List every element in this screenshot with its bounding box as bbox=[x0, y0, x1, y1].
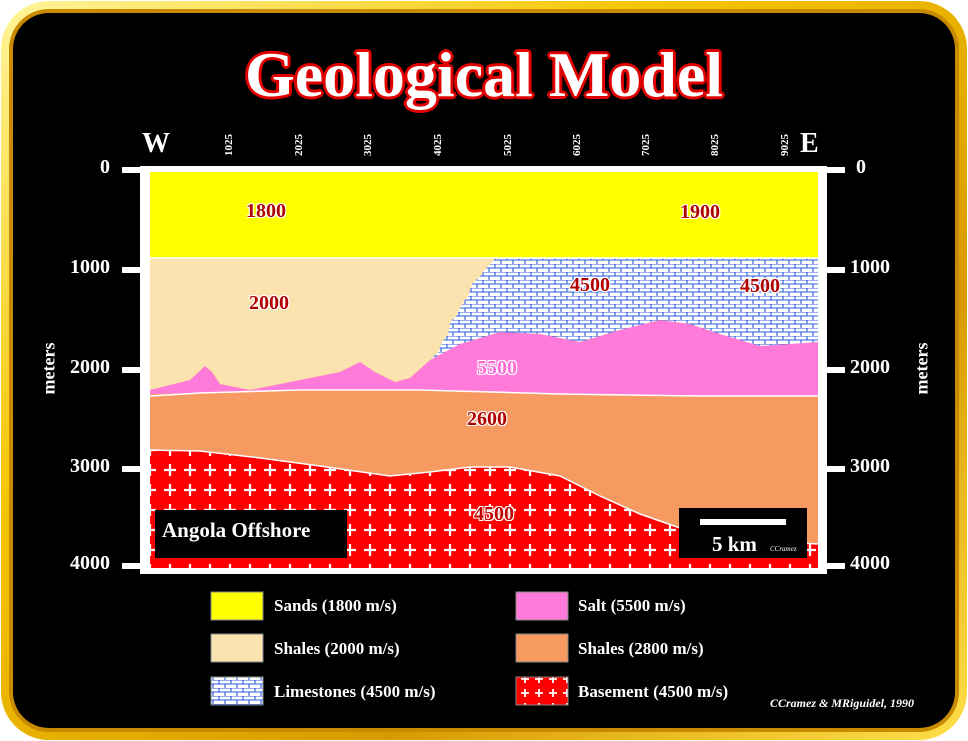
x-tick: 5025 bbox=[502, 134, 514, 156]
salt-velocity: 5500 bbox=[477, 357, 517, 379]
credit-text: CCramez & MRiguidel, 1990 bbox=[770, 696, 915, 710]
sands-velocity-east: 1900 bbox=[680, 201, 720, 223]
depth-label-left: 3000 bbox=[70, 455, 110, 477]
shales-upper-velocity: 2000 bbox=[249, 292, 289, 314]
legend-label: Limestones (4500 m/s) bbox=[274, 682, 436, 701]
location-label: Angola Offshore bbox=[162, 518, 311, 542]
depth-axis-title-right: meters bbox=[911, 342, 932, 395]
sands-layer bbox=[150, 172, 818, 258]
depth-label-right: 1000 bbox=[850, 256, 890, 278]
x-tick: 3025 bbox=[362, 134, 374, 156]
depth-label-right: 0 bbox=[856, 156, 866, 178]
legend-label: Shales (2000 m/s) bbox=[274, 639, 400, 658]
shales-upper-layer bbox=[150, 258, 496, 390]
depth-label-right: 4000 bbox=[850, 552, 890, 574]
limestone-layer bbox=[430, 258, 818, 360]
scale-label: 5 km bbox=[712, 532, 757, 556]
x-tick: 2025 bbox=[293, 134, 305, 156]
depth-label-right: 2000 bbox=[850, 356, 890, 378]
x-tick: 8025 bbox=[709, 134, 721, 156]
sands-velocity-west: 1800 bbox=[246, 200, 286, 222]
legend-label: Shales (2800 m/s) bbox=[578, 639, 704, 658]
east-label: E bbox=[800, 128, 819, 159]
west-label: W bbox=[142, 128, 170, 159]
page-title: Geological Model bbox=[244, 39, 724, 110]
limestone-velocity-a: 4500 bbox=[570, 274, 610, 296]
legend-label: Sands (1800 m/s) bbox=[274, 596, 397, 615]
location-box bbox=[155, 510, 347, 558]
scale-bar bbox=[700, 519, 786, 525]
scale-box bbox=[679, 508, 807, 558]
depth-label-left: 4000 bbox=[70, 552, 110, 574]
depth-label-left: 0 bbox=[100, 156, 110, 178]
basement-velocity: 4500 bbox=[474, 503, 514, 525]
salt-layer bbox=[150, 320, 818, 396]
scale-credit: CCramez bbox=[770, 545, 797, 553]
depth-label-left: 1000 bbox=[70, 256, 110, 278]
depth-label-right: 3000 bbox=[850, 455, 890, 477]
legend-label: Basement (4500 m/s) bbox=[578, 682, 729, 701]
x-tick: 4025 bbox=[432, 134, 444, 156]
x-tick: 6025 bbox=[571, 134, 583, 156]
depth-label-left: 2000 bbox=[70, 356, 110, 378]
cross-section bbox=[149, 172, 819, 568]
depth-ticks bbox=[122, 167, 845, 569]
legend-swatches bbox=[210, 591, 569, 706]
depth-axis-title-left: meters bbox=[38, 342, 59, 395]
x-tick: 9025 bbox=[779, 134, 791, 156]
legend-label: Salt (5500 m/s) bbox=[578, 596, 686, 615]
x-tick: 7025 bbox=[640, 134, 652, 156]
x-tick: 1025 bbox=[223, 134, 235, 156]
shales-lower-velocity: 2600 bbox=[467, 408, 507, 430]
limestone-velocity-b: 4500 bbox=[740, 275, 780, 297]
